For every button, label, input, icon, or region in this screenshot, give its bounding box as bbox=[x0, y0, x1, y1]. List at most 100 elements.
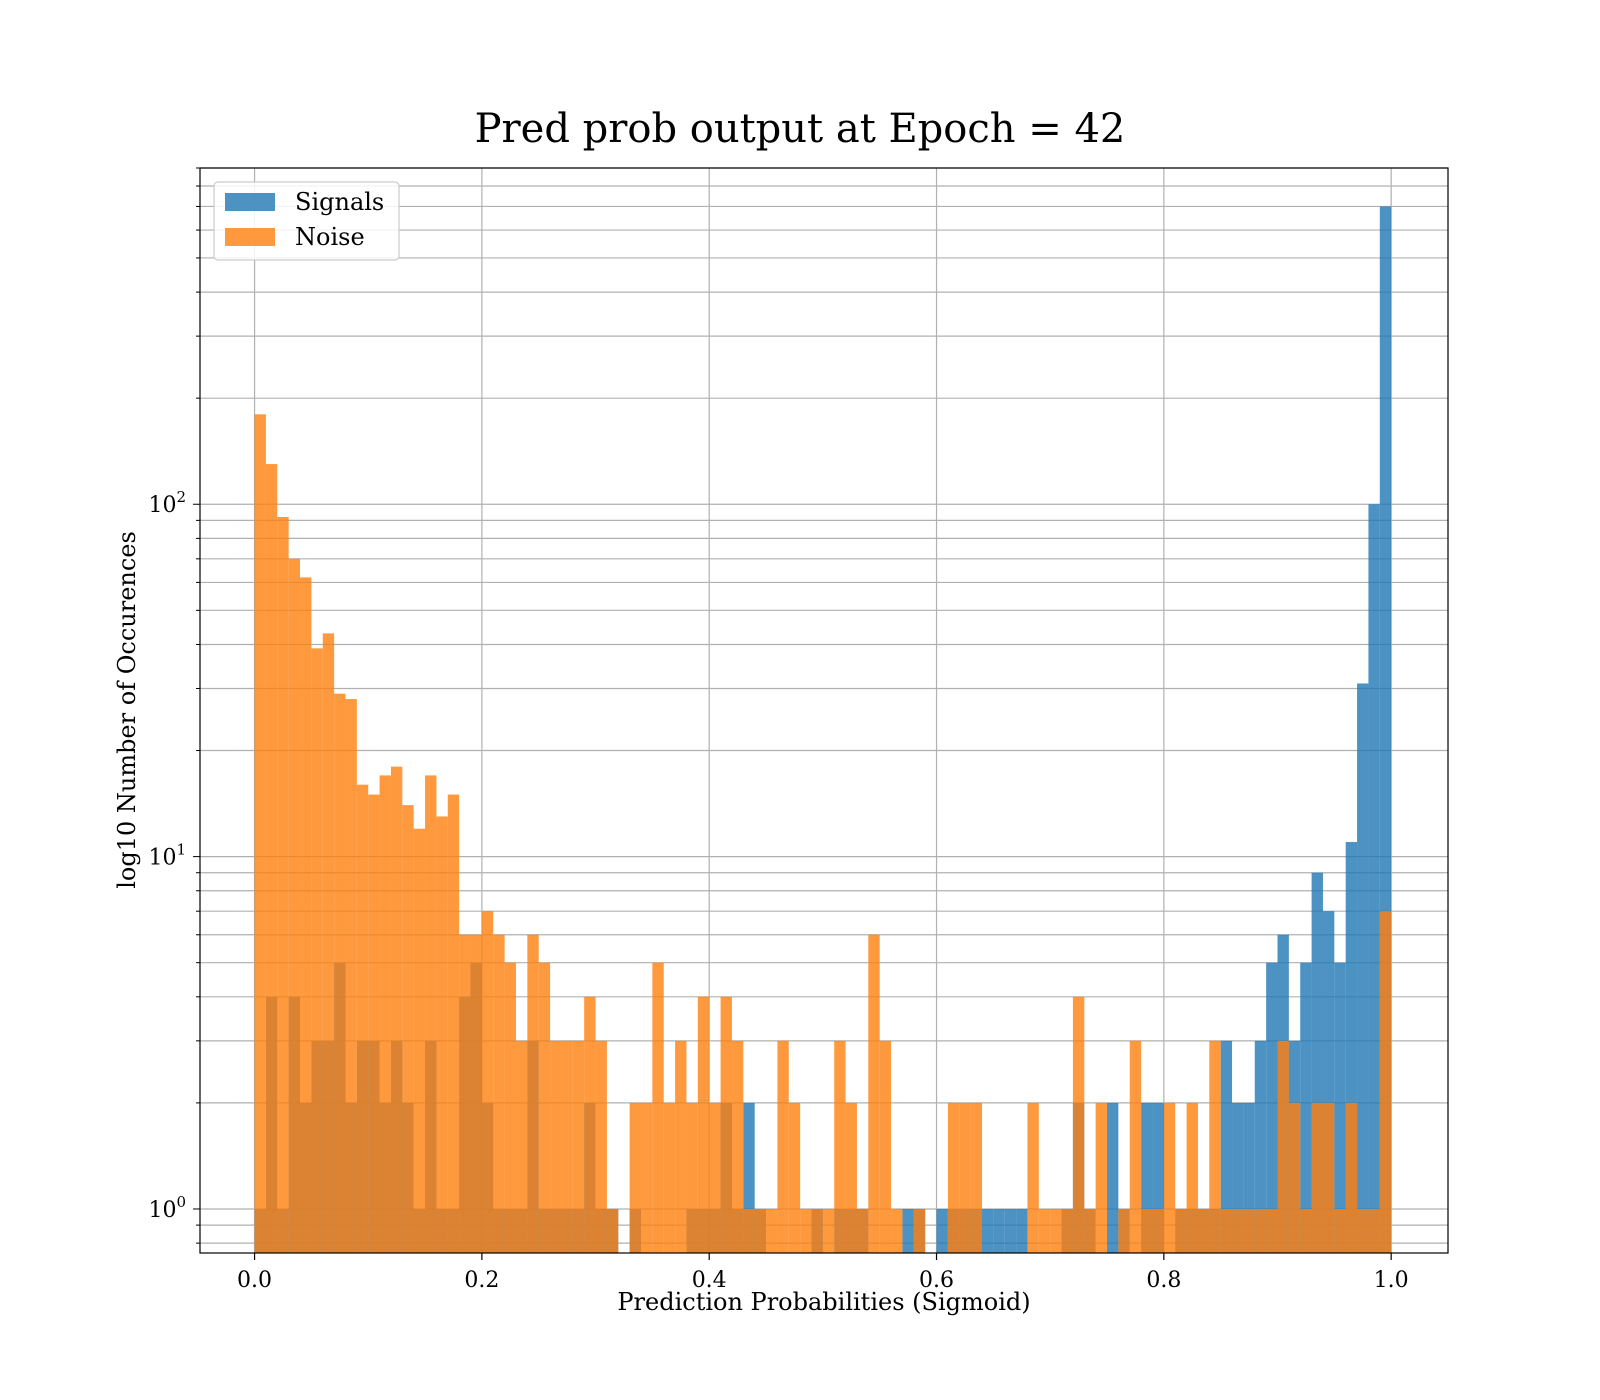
noise-bar bbox=[515, 1040, 528, 1253]
noise-bar bbox=[1072, 996, 1085, 1253]
noise-bar bbox=[288, 558, 301, 1253]
noise-bar bbox=[1334, 1208, 1346, 1253]
noise-bars bbox=[254, 414, 1392, 1253]
noise-bar bbox=[265, 464, 278, 1253]
signals-bar bbox=[1345, 842, 1358, 1253]
signals-bar bbox=[936, 1208, 948, 1253]
signals-bar bbox=[743, 1102, 755, 1253]
noise-bar bbox=[743, 1208, 755, 1253]
noise-bar bbox=[538, 962, 551, 1253]
noise-bar bbox=[368, 794, 380, 1253]
signals-bar bbox=[1152, 1102, 1164, 1253]
noise-bar bbox=[913, 1208, 926, 1253]
y-tick-label: 102 bbox=[148, 488, 186, 518]
noise-bar bbox=[459, 934, 471, 1253]
noise-bar bbox=[425, 775, 437, 1253]
noise-bar bbox=[436, 816, 448, 1253]
signals-bar bbox=[1357, 683, 1369, 1253]
noise-bar bbox=[686, 1102, 698, 1253]
noise-bar bbox=[1300, 1208, 1312, 1253]
noise-bar bbox=[1379, 911, 1392, 1253]
noise-bar bbox=[811, 1208, 823, 1253]
noise-bar bbox=[822, 1208, 835, 1253]
noise-bar bbox=[447, 794, 460, 1253]
noise-bar bbox=[970, 1102, 982, 1253]
noise-bar bbox=[504, 962, 516, 1253]
noise-bar bbox=[1175, 1208, 1187, 1253]
noise-bar bbox=[1095, 1102, 1108, 1253]
signals-bar bbox=[1334, 962, 1346, 1253]
noise-bar bbox=[561, 1040, 573, 1253]
noise-bar bbox=[1209, 1040, 1221, 1253]
noise-bar bbox=[334, 693, 346, 1253]
y-axis-label: log10 Number of Occurences bbox=[113, 531, 141, 889]
noise-bar bbox=[413, 828, 426, 1253]
legend-label-signals: Signals bbox=[295, 188, 384, 216]
noise-bar bbox=[777, 1040, 789, 1253]
noise-bar bbox=[800, 1208, 812, 1253]
noise-bar bbox=[584, 996, 596, 1253]
signals-bar bbox=[1016, 1208, 1028, 1253]
signals-bar bbox=[1220, 1040, 1233, 1253]
noise-bar bbox=[720, 996, 732, 1253]
signals-bar bbox=[1311, 872, 1323, 1253]
noise-bar bbox=[356, 784, 369, 1253]
noise-bar bbox=[834, 1040, 846, 1253]
signals-bar bbox=[1368, 504, 1380, 1253]
axis-ticks: 0.0 0.2 0.4 0.6 0.8 1.0 100 101 102 bbox=[148, 167, 1409, 1293]
signals-bar bbox=[1254, 1040, 1267, 1253]
signals-bar bbox=[902, 1208, 914, 1253]
noise-bar bbox=[856, 1208, 869, 1253]
signals-bar bbox=[1004, 1208, 1017, 1253]
noise-bar bbox=[1254, 1208, 1267, 1253]
noise-bar bbox=[1345, 1102, 1358, 1253]
noise-bar bbox=[277, 517, 289, 1253]
noise-bar bbox=[868, 934, 880, 1253]
plot-frame bbox=[199, 167, 1449, 1254]
noise-bar bbox=[1288, 1102, 1301, 1253]
x-axis-label: Prediction Probabilities (Sigmoid) bbox=[617, 1288, 1030, 1316]
noise-bar bbox=[766, 1208, 778, 1253]
noise-bar bbox=[1118, 1208, 1130, 1253]
legend-swatch-signals bbox=[225, 193, 275, 211]
noise-bar bbox=[879, 1040, 892, 1253]
signals-bar bbox=[981, 1208, 994, 1253]
noise-bar bbox=[1322, 1102, 1335, 1253]
noise-bar bbox=[470, 934, 482, 1253]
noise-bar bbox=[1186, 1102, 1198, 1253]
noise-bar bbox=[322, 633, 335, 1253]
x-tick-label: 0.0 bbox=[237, 1268, 272, 1293]
signals-bar bbox=[1266, 962, 1278, 1253]
signals-bar bbox=[1232, 1102, 1244, 1253]
noise-bar bbox=[1197, 1208, 1210, 1253]
x-tick-label: 0.2 bbox=[464, 1268, 499, 1293]
noise-bar bbox=[1050, 1208, 1062, 1253]
signals-bar bbox=[1141, 1102, 1153, 1253]
noise-bar bbox=[1027, 1102, 1039, 1253]
x-tick-label: 0.8 bbox=[1146, 1268, 1181, 1293]
noise-bar bbox=[595, 1040, 607, 1253]
noise-bar bbox=[379, 775, 391, 1253]
noise-bar bbox=[402, 805, 414, 1253]
noise-bar bbox=[481, 911, 494, 1253]
signals-bar bbox=[1300, 962, 1312, 1253]
noise-bar bbox=[652, 962, 664, 1253]
noise-bar bbox=[550, 1040, 562, 1253]
noise-bar bbox=[731, 1040, 744, 1253]
noise-bar bbox=[788, 1102, 801, 1253]
signals-bar bbox=[1107, 1102, 1119, 1253]
noise-bar bbox=[311, 648, 323, 1253]
noise-bar bbox=[1061, 1208, 1073, 1253]
noise-bar bbox=[1220, 1208, 1233, 1253]
noise-bar bbox=[1038, 1208, 1051, 1253]
noise-bar bbox=[493, 934, 505, 1253]
noise-bar bbox=[663, 1102, 676, 1253]
y-tick-label: 101 bbox=[148, 841, 186, 871]
signals-bar bbox=[1243, 1102, 1255, 1253]
legend-label-noise: Noise bbox=[295, 223, 365, 251]
noise-bar bbox=[300, 577, 312, 1253]
noise-bar bbox=[709, 1102, 721, 1253]
x-tick-label: 0.4 bbox=[692, 1268, 727, 1293]
noise-bar bbox=[1232, 1208, 1244, 1253]
